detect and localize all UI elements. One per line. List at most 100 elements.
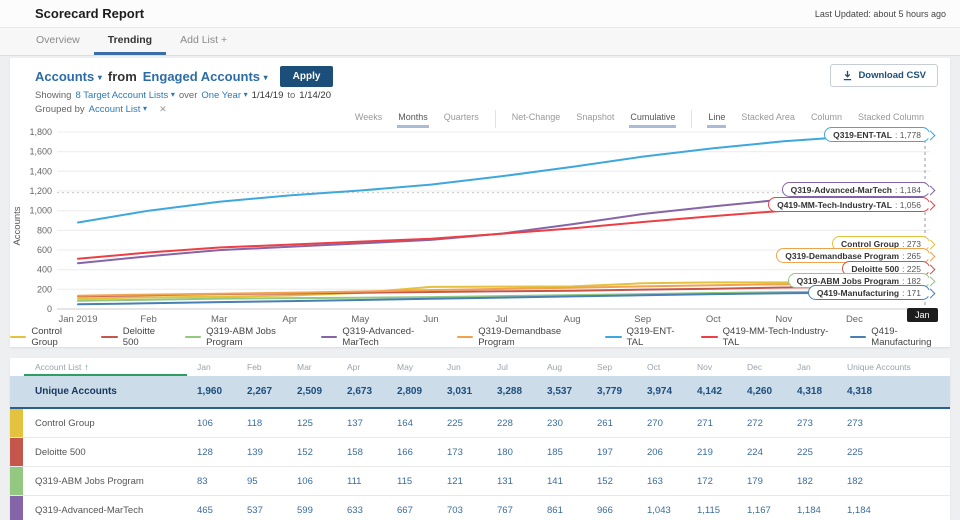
cell-value[interactable]: 537 (237, 505, 287, 516)
cell-value[interactable]: 141 (537, 476, 587, 487)
apply-button[interactable]: Apply (280, 66, 334, 87)
cell-value[interactable]: 152 (587, 476, 637, 487)
cell-value[interactable]: 1,167 (737, 505, 787, 516)
cell-value[interactable]: 667 (387, 505, 437, 516)
column-header[interactable]: Jan (187, 362, 237, 372)
tab-trending[interactable]: Trending (94, 28, 166, 55)
column-header[interactable]: May (387, 362, 437, 372)
cell-value[interactable]: 219 (687, 447, 737, 458)
legend-item[interactable]: Q419-MM-Tech-Industry-TAL (701, 326, 834, 348)
date-from[interactable]: 1/14/19 (252, 90, 284, 101)
source-dropdown[interactable]: Engaged Accounts ▾ (143, 69, 268, 84)
cell-value[interactable]: 633 (337, 505, 387, 516)
cell-value[interactable]: 225 (837, 447, 950, 458)
cell-value[interactable]: 125 (287, 418, 337, 429)
cell-value[interactable]: 271 (687, 418, 737, 429)
cell-value[interactable]: 272 (737, 418, 787, 429)
cell-value[interactable]: 106 (287, 476, 337, 487)
column-header[interactable]: Unique Accounts (837, 362, 950, 372)
column-header[interactable]: Jul (487, 362, 537, 372)
cell-value[interactable]: 861 (537, 505, 587, 516)
metric-dropdown[interactable]: Accounts ▾ (35, 69, 102, 84)
from-label: from (108, 69, 137, 84)
column-header[interactable]: Feb (237, 362, 287, 372)
cell-value[interactable]: 106 (187, 418, 237, 429)
cell-value[interactable]: 261 (587, 418, 637, 429)
group-by-dropdown[interactable]: Account List ▾ (89, 104, 147, 115)
cell-value[interactable]: 228 (487, 418, 537, 429)
cell-value[interactable]: 179 (737, 476, 787, 487)
tab-add-list[interactable]: Add List + (166, 28, 241, 55)
cell-value[interactable]: 137 (337, 418, 387, 429)
cell-value[interactable]: 139 (237, 447, 287, 458)
cell-value[interactable]: 163 (637, 476, 687, 487)
cell-value[interactable]: 1,184 (837, 505, 950, 516)
cell-value[interactable]: 225 (437, 418, 487, 429)
cell-value[interactable]: 599 (287, 505, 337, 516)
cell-value[interactable]: 173 (437, 447, 487, 458)
cell-value[interactable]: 230 (537, 418, 587, 429)
row-label[interactable]: Q319-Advanced-MarTech (10, 505, 187, 516)
legend-item[interactable]: Q419-Manufacturing (850, 326, 950, 348)
column-header[interactable]: Apr (337, 362, 387, 372)
legend-item[interactable]: Q319-ABM Jobs Program (185, 326, 305, 348)
column-header[interactable]: Nov (687, 362, 737, 372)
cell-value[interactable]: 185 (537, 447, 587, 458)
download-csv-button[interactable]: Download CSV (830, 64, 938, 87)
cell-value[interactable]: 1,115 (687, 505, 737, 516)
tab-overview[interactable]: Overview (22, 28, 94, 55)
cell-value[interactable]: 158 (337, 447, 387, 458)
cell-value[interactable]: 152 (287, 447, 337, 458)
cell-value[interactable]: 273 (837, 418, 950, 429)
row-label[interactable]: Q319-ABM Jobs Program (10, 476, 187, 487)
time-range-dropdown[interactable]: One Year ▾ (201, 90, 247, 101)
cell-value[interactable]: 465 (187, 505, 237, 516)
cell-value[interactable]: 1,043 (637, 505, 687, 516)
cell-value[interactable]: 767 (487, 505, 537, 516)
cell-value[interactable]: 206 (637, 447, 687, 458)
legend-item[interactable]: Q319-Demandbase Program (457, 326, 589, 348)
column-header[interactable]: Jun (437, 362, 487, 372)
cell-value[interactable]: 111 (337, 476, 387, 487)
legend-item[interactable]: Deloitte 500 (101, 326, 168, 348)
legend-swatch (850, 336, 866, 339)
cell-value[interactable]: 270 (637, 418, 687, 429)
column-header[interactable]: Dec (737, 362, 787, 372)
cell-value[interactable]: 966 (587, 505, 637, 516)
cell-value[interactable]: 273 (787, 418, 837, 429)
cell-value[interactable]: 224 (737, 447, 787, 458)
column-header[interactable]: Mar (287, 362, 337, 372)
cell-value[interactable]: 172 (687, 476, 737, 487)
cell-value[interactable]: 118 (237, 418, 287, 429)
cell-value[interactable]: 703 (437, 505, 487, 516)
cell-value[interactable]: 121 (437, 476, 487, 487)
svg-text:Jun: Jun (423, 314, 438, 325)
legend-item[interactable]: Q319-Advanced-MarTech (321, 326, 441, 348)
cell-value[interactable]: 1,184 (787, 505, 837, 516)
cell-value[interactable]: 95 (237, 476, 287, 487)
cell-value[interactable]: 115 (387, 476, 437, 487)
row-label[interactable]: Control Group (10, 418, 187, 429)
row-label[interactable]: Deloitte 500 (10, 447, 187, 458)
cell-value[interactable]: 197 (587, 447, 637, 458)
cell-value[interactable]: 164 (387, 418, 437, 429)
cell-value[interactable]: 131 (487, 476, 537, 487)
column-header-account-list[interactable]: Account List↑ (10, 362, 187, 372)
column-header[interactable]: Aug (537, 362, 587, 372)
cell-value[interactable]: 128 (187, 447, 237, 458)
svg-text:Dec: Dec (846, 314, 863, 325)
cell-value[interactable]: 180 (487, 447, 537, 458)
cell-value[interactable]: 182 (837, 476, 950, 487)
cell-value[interactable]: 225 (787, 447, 837, 458)
target-lists-dropdown[interactable]: 8 Target Account Lists ▾ (75, 90, 174, 101)
column-header[interactable]: Jan (787, 362, 837, 372)
cell-value[interactable]: 83 (187, 476, 237, 487)
legend-item[interactable]: Q319-ENT-TAL (605, 326, 685, 348)
cell-value[interactable]: 182 (787, 476, 837, 487)
cell-value[interactable]: 166 (387, 447, 437, 458)
date-to[interactable]: 1/14/20 (299, 90, 331, 101)
remove-group-icon[interactable]: ✕ (159, 104, 167, 115)
legend-item[interactable]: Control Group (10, 326, 85, 348)
column-header[interactable]: Sep (587, 362, 637, 372)
column-header[interactable]: Oct (637, 362, 687, 372)
